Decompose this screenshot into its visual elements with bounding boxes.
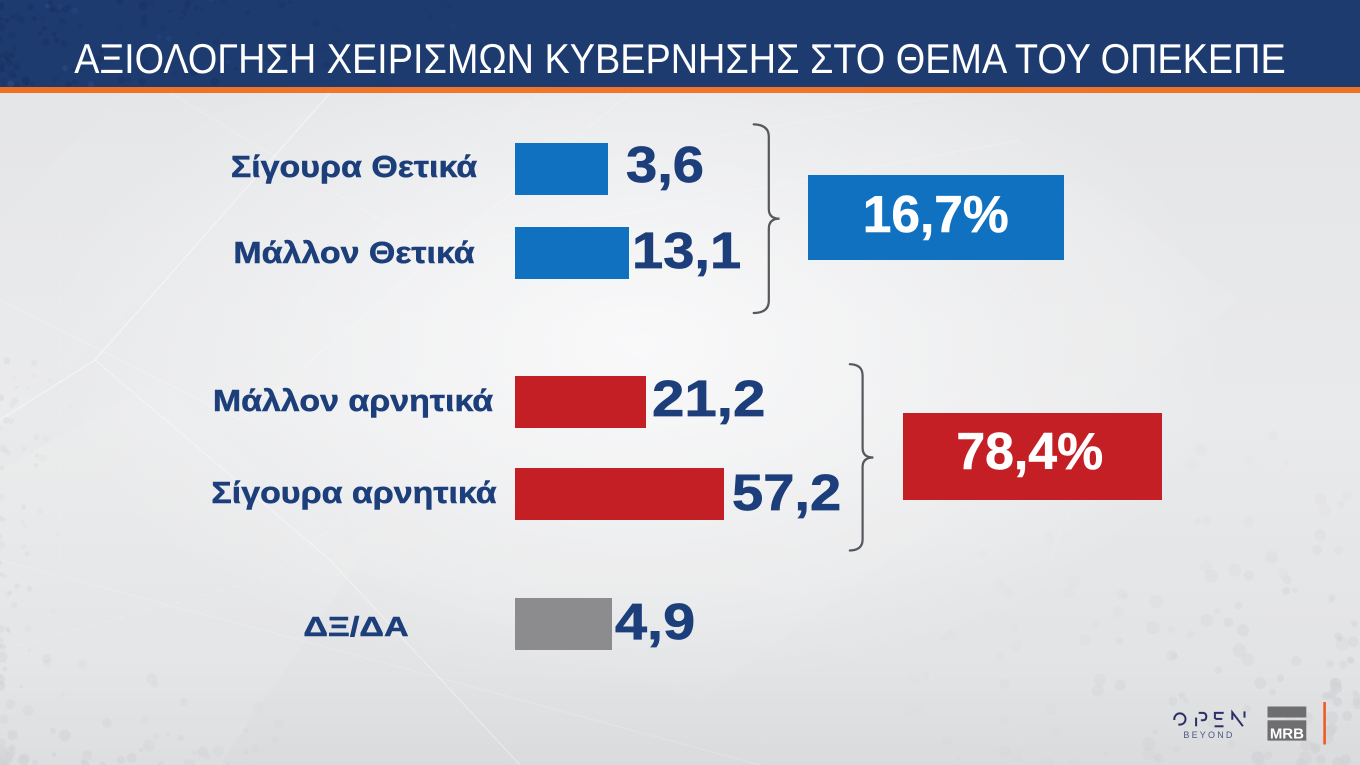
svg-text:BEYOND: BEYOND (1183, 730, 1234, 740)
svg-text:MRB: MRB (1270, 725, 1304, 742)
